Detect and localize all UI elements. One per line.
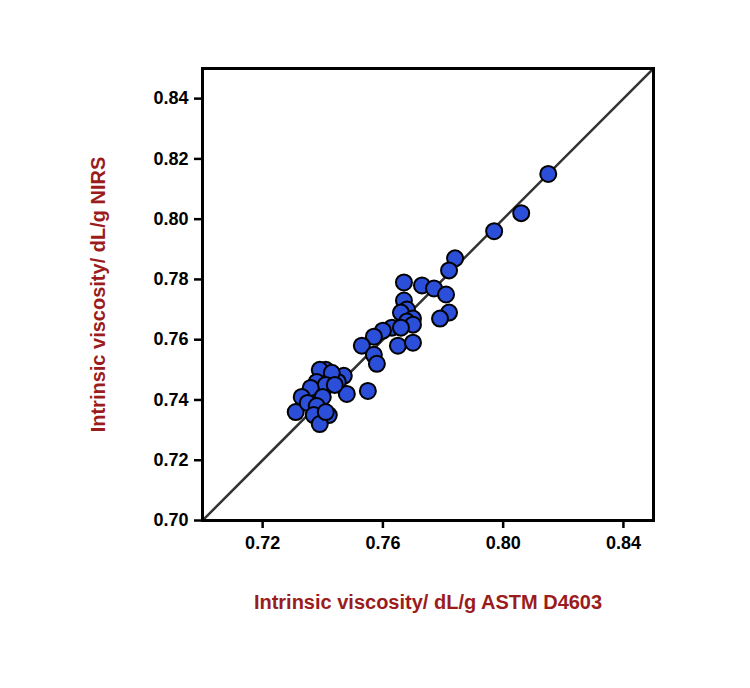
svg-text:0.76: 0.76 <box>153 329 188 349</box>
svg-text:Intrinsic viscosity/ dL/g ASTM: Intrinsic viscosity/ dL/g ASTM D4603 <box>254 591 602 613</box>
svg-text:0.70: 0.70 <box>153 510 188 530</box>
svg-text:0.84: 0.84 <box>606 533 641 553</box>
svg-text:Intrinsic viscosity/ dL/g NIRS: Intrinsic viscosity/ dL/g NIRS <box>87 157 109 433</box>
svg-text:0.84: 0.84 <box>153 88 188 108</box>
svg-text:0.72: 0.72 <box>245 533 280 553</box>
svg-text:0.74: 0.74 <box>153 390 188 410</box>
svg-text:0.80: 0.80 <box>486 533 521 553</box>
svg-text:0.76: 0.76 <box>365 533 400 553</box>
svg-text:0.72: 0.72 <box>153 450 188 470</box>
svg-text:0.78: 0.78 <box>153 269 188 289</box>
svg-text:0.80: 0.80 <box>153 209 188 229</box>
svg-text:0.82: 0.82 <box>153 149 188 169</box>
